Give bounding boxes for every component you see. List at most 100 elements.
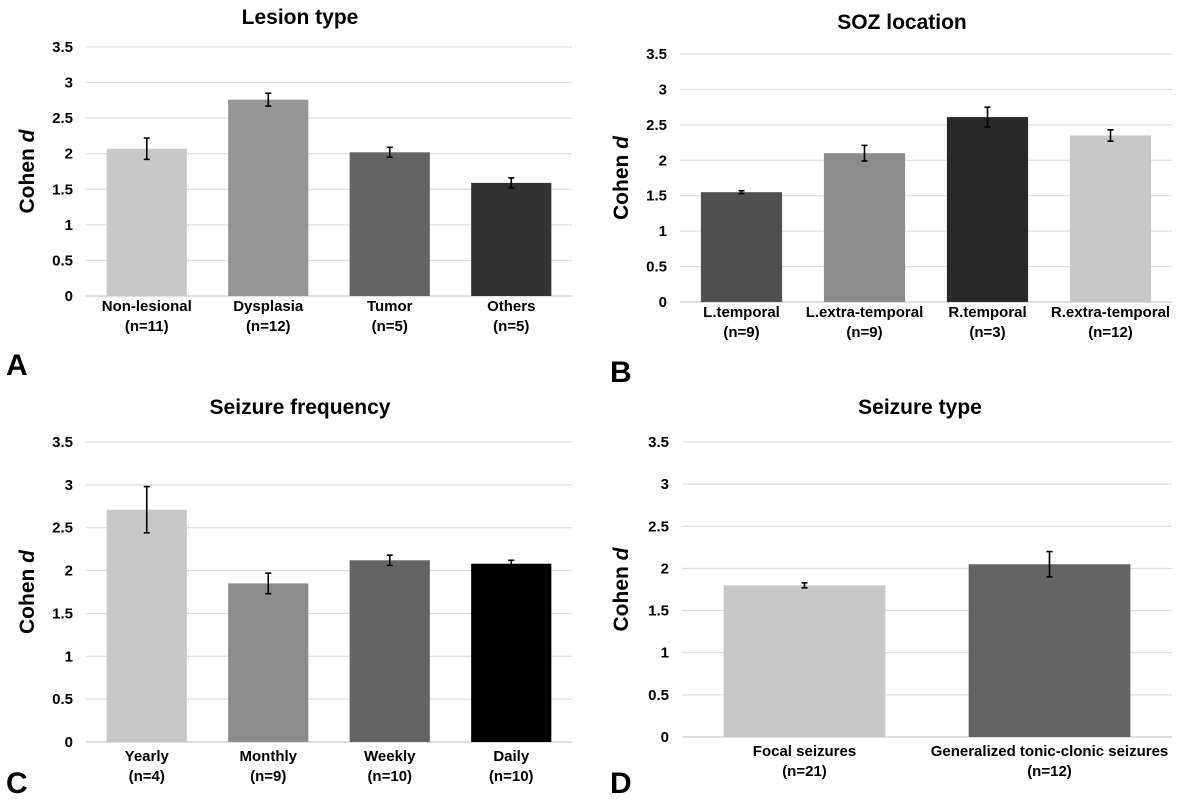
x-category-label: L.temporal <box>703 304 780 321</box>
y-tick-label: 1 <box>659 223 667 240</box>
y-tick-label: 2 <box>659 152 667 169</box>
y-tick-label: 0 <box>65 288 73 305</box>
y-tick-label: 1.5 <box>52 605 73 622</box>
bar-r-temporal <box>946 117 1029 302</box>
x-category-count: (n=9) <box>723 324 759 341</box>
x-category-count: (n=4) <box>129 768 165 785</box>
chart-panel-c: Seizure frequency Cohen d 0 0.5 1 1.5 2 2.5 3 3.5… <box>6 396 572 800</box>
bar-tumor <box>349 152 430 296</box>
panel-letter: C <box>6 767 28 799</box>
y-tick-label: 0.5 <box>52 252 73 269</box>
y-axis-label-word: Cohen <box>610 560 633 631</box>
x-category-label: L.extra-temporal <box>806 304 924 321</box>
x-category-label: Yearly <box>125 748 170 765</box>
x-category-label: Weekly <box>364 748 416 765</box>
x-category-count: (n=9) <box>250 768 286 785</box>
x-category-count: (n=5) <box>372 318 408 335</box>
x-category-count: (n=11) <box>125 318 169 335</box>
bar-dysplasia <box>228 99 309 296</box>
x-category-label: Daily <box>493 748 530 765</box>
bar-monthly <box>228 583 309 742</box>
x-category-label: Monthly <box>240 748 298 765</box>
y-tick-label: 2.5 <box>52 110 73 127</box>
y-tick-label: 2 <box>65 146 73 163</box>
x-category-count: (n=9) <box>846 324 882 341</box>
y-tick-label: 2 <box>65 563 73 580</box>
bar-r-extra-temporal <box>1069 135 1152 302</box>
y-tick-label: 1.5 <box>52 181 73 198</box>
panel-letter: A <box>6 349 28 382</box>
x-category-label: Dysplasia <box>233 298 304 315</box>
bar-l-extra-temporal <box>823 153 906 302</box>
y-tick-label: 1 <box>661 645 669 662</box>
y-axis-label-variable: d <box>16 128 39 142</box>
bar-l-temporal <box>700 192 783 302</box>
x-category-count: (n=12) <box>1027 763 1072 780</box>
y-axis-label-variable: d <box>610 546 633 560</box>
y-tick-label: 1.5 <box>646 188 667 205</box>
y-tick-label: 0.5 <box>52 691 73 708</box>
y-tick-label: 0 <box>65 734 73 751</box>
y-axis-label: Cohen d <box>16 128 39 213</box>
chart-title: SOZ location <box>837 11 967 34</box>
x-category-label: R.extra-temporal <box>1051 304 1170 321</box>
x-category-label: Others <box>487 298 535 315</box>
y-tick-label: 2.5 <box>646 117 667 134</box>
y-tick-label: 2.5 <box>52 520 73 537</box>
y-tick-label: 3 <box>661 476 669 493</box>
bar-others <box>471 182 552 296</box>
bar-generalized-tonic-clonic-seizures <box>968 564 1131 737</box>
x-category-count: (n=10) <box>367 768 412 785</box>
panel-letter: B <box>610 356 632 389</box>
bar-focal-seizures <box>723 585 886 737</box>
x-category-count: (n=5) <box>493 318 529 335</box>
x-category-label: Tumor <box>367 298 413 315</box>
y-tick-label: 1 <box>65 648 73 665</box>
y-axis-label-word: Cohen <box>610 149 633 220</box>
x-category-count: (n=21) <box>782 763 827 780</box>
y-tick-label: 2 <box>661 560 669 577</box>
y-tick-label: 3.5 <box>646 46 667 63</box>
x-category-count: (n=3) <box>969 324 1005 341</box>
y-tick-label: 0 <box>661 729 669 746</box>
y-axis-label-variable: d <box>16 549 39 563</box>
bar-non-lesional <box>106 148 187 296</box>
y-tick-label: 3 <box>659 81 667 98</box>
y-axis-label: Cohen d <box>16 549 39 634</box>
y-axis-label-word: Cohen <box>16 142 39 213</box>
y-tick-label: 1.5 <box>648 603 669 620</box>
chart-panel-a: Lesion type Cohen d 0 0.5 1 1.5 2 2.5 3 3.5 Non-le… <box>6 6 572 382</box>
y-tick-label: 3.5 <box>52 434 73 451</box>
y-tick-label: 0 <box>659 294 667 311</box>
panel-letter: D <box>610 767 632 799</box>
chart-title: Seizure type <box>858 396 982 419</box>
x-category-label: Non-lesional <box>102 298 192 315</box>
y-axis-label-variable: d <box>610 135 633 149</box>
y-axis-label: Cohen d <box>610 546 633 631</box>
y-tick-label: 3.5 <box>648 434 669 451</box>
y-tick-label: 3 <box>65 477 73 494</box>
y-tick-label: 0.5 <box>648 687 669 704</box>
bar-weekly <box>349 560 430 742</box>
y-axis-label: Cohen d <box>610 135 633 220</box>
x-category-label: Focal seizures <box>753 743 856 760</box>
x-category-label: R.temporal <box>948 304 1026 321</box>
chart-panel-b: SOZ location Cohen d 0 0.5 1 1.5 2 2.5 3 3.5 L.tem… <box>610 11 1172 389</box>
bar-daily <box>471 563 552 742</box>
x-category-count: (n=12) <box>246 318 291 335</box>
x-category-count: (n=12) <box>1088 324 1133 341</box>
y-tick-label: 2.5 <box>648 518 669 535</box>
y-tick-label: 3.5 <box>52 39 73 56</box>
chart-title: Seizure frequency <box>210 396 391 419</box>
chart-panel-d: Seizure type Cohen d 0 0.5 1 1.5 2 2.5 3 3.5 Focal… <box>610 396 1172 800</box>
y-axis-label-word: Cohen <box>16 563 39 634</box>
x-category-count: (n=10) <box>489 768 534 785</box>
chart-title: Lesion type <box>242 6 359 29</box>
y-tick-label: 3 <box>65 75 73 92</box>
x-category-label: Generalized tonic-clonic seizures <box>931 743 1169 760</box>
y-tick-label: 0.5 <box>646 259 667 276</box>
bar-yearly <box>106 509 187 742</box>
y-tick-label: 1 <box>65 217 73 234</box>
